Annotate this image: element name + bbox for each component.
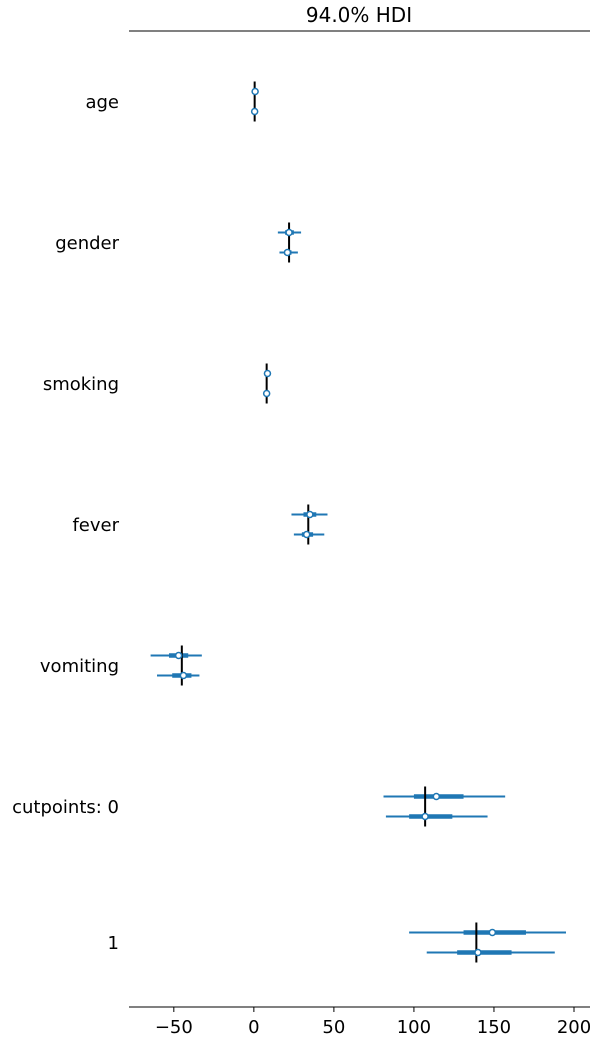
y-label-age: age — [85, 92, 119, 113]
x-tick-label: 200 — [557, 1017, 591, 1038]
mean-point-smoking-chain-0 — [263, 369, 272, 378]
y-label-smoking: smoking — [43, 374, 119, 395]
x-tick-label: 50 — [322, 1017, 345, 1038]
y-label-cutpoints-0: cutpoints: 0 — [12, 797, 119, 818]
mean-point-cutpoints-0-chain-0 — [432, 792, 441, 801]
y-label-gender: gender — [55, 233, 119, 254]
mean-point-1-chain-1 — [474, 948, 482, 957]
mean-point-smoking-chain-1 — [262, 389, 271, 398]
mean-point-vomiting-chain-1 — [179, 671, 188, 680]
mean-point-age-chain-1 — [250, 107, 259, 116]
y-label-1: 1 — [108, 933, 119, 954]
x-tick-label: 0 — [248, 1017, 259, 1038]
x-axis: −50 0 50 100 150 200 — [155, 1007, 591, 1038]
plot-marks — [150, 81, 566, 963]
mean-point-vomiting-chain-0 — [174, 651, 183, 660]
mean-point-age-chain-0 — [251, 87, 259, 96]
mean-point-cutpoints-0-chain-1 — [421, 812, 429, 821]
chart-title: 94.0% HDI — [306, 3, 412, 27]
y-label-vomiting: vomiting — [40, 656, 119, 677]
mean-point-fever-chain-0 — [306, 510, 314, 519]
y-label-fever: fever — [72, 515, 119, 536]
mean-point-gender-chain-0 — [285, 228, 293, 237]
mean-point-fever-chain-1 — [302, 530, 311, 539]
x-tick-label: 100 — [397, 1017, 431, 1038]
x-tick-label: 150 — [477, 1017, 511, 1038]
mean-point-1-chain-0 — [488, 928, 497, 937]
y-axis-labels: age gender smoking fever vomiting cutpoints: … — [12, 92, 119, 954]
mean-point-gender-chain-1 — [283, 248, 292, 257]
x-tick-label: −50 — [155, 1017, 193, 1038]
